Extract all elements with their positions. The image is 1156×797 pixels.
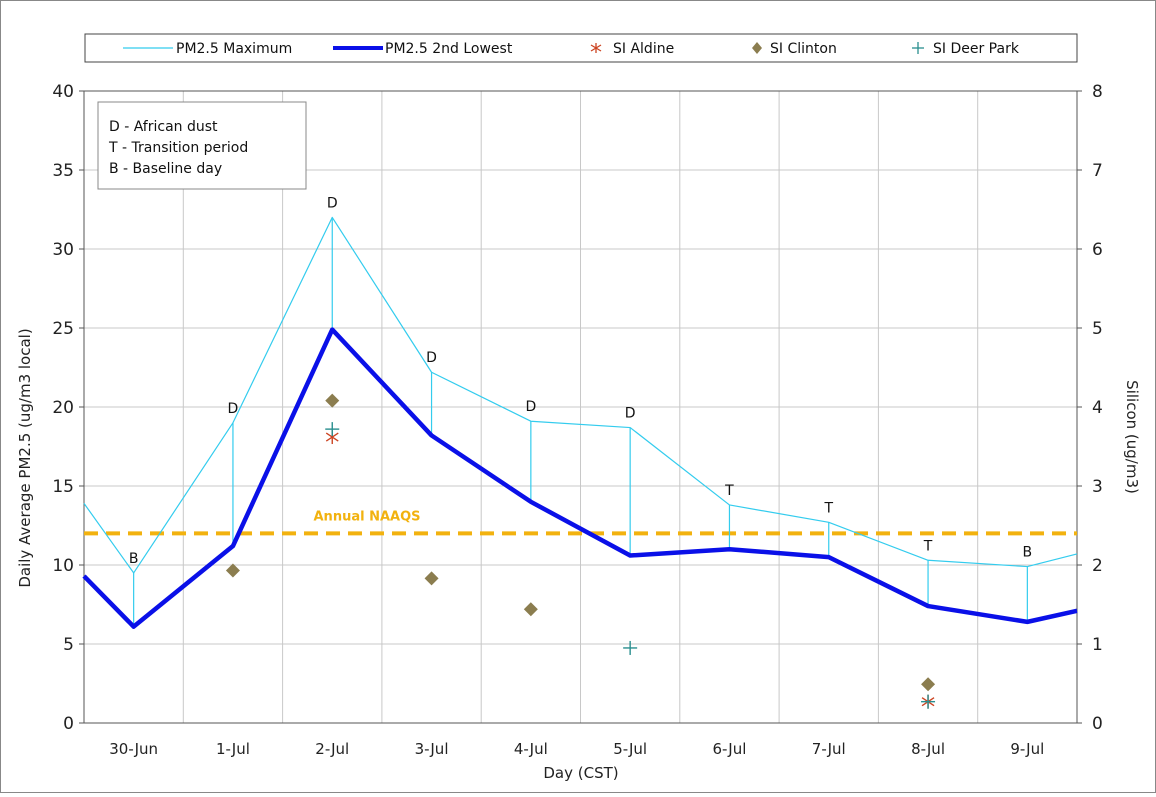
day-label: D [327,195,338,211]
y2-tick-label: 7 [1092,161,1103,181]
legend-label-maximum: PM2.5 Maximum [176,41,292,57]
naaqs-reference: Annual NAAQS [84,509,1077,536]
y-tick-label: 30 [52,240,74,260]
x-tick-label: 1-Jul [216,740,250,758]
y2-tick-label: 3 [1092,477,1103,497]
day-label: T [823,500,833,516]
x-tick-label: 3-Jul [415,740,449,758]
y-tick-label: 5 [63,635,74,655]
y-tick-label: 10 [52,556,74,576]
day-label: D [426,350,437,366]
annotation-line-baseline: B - Baseline day [109,161,222,177]
x-tick-label: 5-Jul [613,740,647,758]
day-label: T [923,538,933,554]
grid [84,91,1077,723]
x-tick-label: 7-Jul [812,740,846,758]
y-tick-label: 35 [52,161,74,181]
y-tick-label: 40 [52,82,74,102]
y2-tick-label: 4 [1092,398,1103,418]
x-tick-label: 4-Jul [514,740,548,758]
y2-tick-label: 1 [1092,635,1103,655]
y2-tick-label: 5 [1092,319,1103,339]
y-tick-label: 15 [52,477,74,497]
y-tick-label: 25 [52,319,74,339]
x-tick-label: 30-Jun [109,740,158,758]
marker-clinton [921,677,936,692]
legend-label-2nd-lowest: PM2.5 2nd Lowest [385,41,513,57]
annotation-line-transition: T - Transition period [108,140,248,156]
y2-tick-label: 2 [1092,556,1103,576]
drop-lines [133,217,1028,627]
day-label: D [625,406,636,422]
day-label: D [228,401,239,417]
legend-label-clinton: SI Clinton [770,41,837,57]
annotation-line-dust: D - African dust [109,119,218,135]
legend-swatch-clinton [752,42,762,54]
marker-clinton [325,393,340,408]
day-label: B [1023,545,1033,561]
x-tick-label: 9-Jul [1010,740,1044,758]
day-label: B [129,551,139,567]
marker-deer-park [921,694,936,709]
marker-deer-park [623,640,638,655]
series-markers [225,393,936,709]
legend-label-aldine: SI Aldine [613,41,674,57]
x-axis-title: Day (CST) [543,764,618,782]
line-pm25-2nd-lowest [82,327,1078,629]
line-pm25-maximum [83,216,1078,574]
y2-tick-label: 6 [1092,240,1103,260]
x-tick-label: 8-Jul [911,740,945,758]
x-tick-label: 2-Jul [315,740,349,758]
legend-swatch-deer-park [912,42,924,54]
y-tick-label: 20 [52,398,74,418]
annotation-box: D - African dust T - Transition period B… [97,101,307,190]
x-axis: 30-Jun 1-Jul 2-Jul 3-Jul 4-Jul 5-Jul 6-Jul 7-Ju… [109,740,1044,758]
y-axis-left: 0 5 10 15 20 25 30 35 40 [52,82,84,734]
marker-aldine-d2 [325,432,339,442]
y2-axis-title: Silicon (ug/m3) [1123,380,1141,494]
x-tick-label: 6-Jul [713,740,747,758]
marker-clinton [225,563,240,578]
marker-clinton [523,602,538,617]
day-labels: B D D D D D T T T B [129,195,1032,567]
y-tick-label: 0 [63,714,74,734]
naaqs-label: Annual NAAQS [314,509,421,524]
marker-deer-park [325,422,340,437]
y-axis-right: 0 1 2 3 4 5 6 7 8 [1077,82,1103,734]
y2-tick-label: 0 [1092,714,1103,734]
legend: PM2.5 Maximum PM2.5 2nd Lowest SI Aldine… [84,33,1078,63]
y2-tick-label: 8 [1092,82,1103,102]
day-label: T [724,483,734,499]
legend-label-deer-park: SI Deer Park [933,41,1020,57]
day-label: D [525,399,536,415]
series-lines [82,216,1078,629]
marker-clinton [424,571,439,586]
y-axis-title: Daily Average PM2.5 (ug/m3 local) [16,328,34,587]
legend-swatch-aldine [590,43,602,53]
